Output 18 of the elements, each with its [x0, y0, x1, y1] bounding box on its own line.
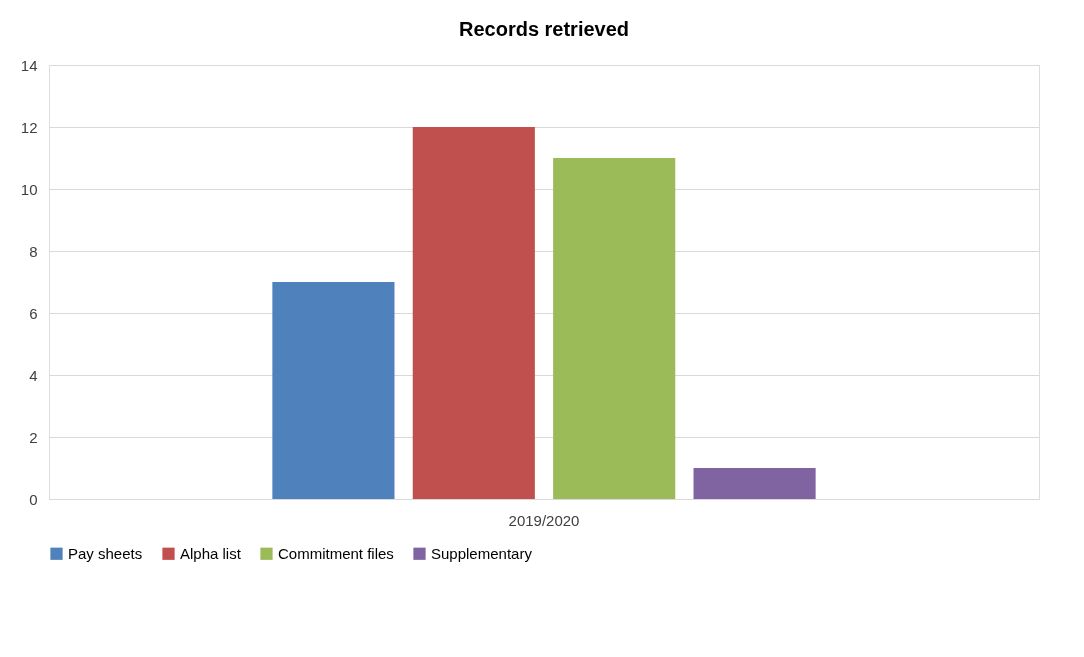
y-tick-label: 10	[20, 180, 38, 198]
legend-label: Supplementary	[431, 544, 533, 562]
bar	[272, 282, 395, 499]
y-tick-label: 14	[20, 56, 38, 74]
x-tick-label: 2019/2020	[508, 511, 580, 529]
y-tick-label: 4	[29, 366, 38, 384]
y-tick-label: 8	[29, 242, 38, 260]
bar	[553, 158, 676, 499]
bar	[693, 468, 816, 499]
bar	[412, 127, 535, 499]
y-tick-label: 6	[29, 304, 38, 322]
y-tick-label: 0	[29, 490, 38, 508]
y-tick-label: 12	[20, 118, 38, 136]
legend-label: Alpha list	[180, 544, 242, 562]
legend-label: Pay sheets	[68, 544, 143, 562]
legend-label: Commitment files	[278, 544, 394, 562]
chart-title: Records retrieved	[458, 18, 630, 40]
y-tick-label: 2	[29, 428, 38, 446]
